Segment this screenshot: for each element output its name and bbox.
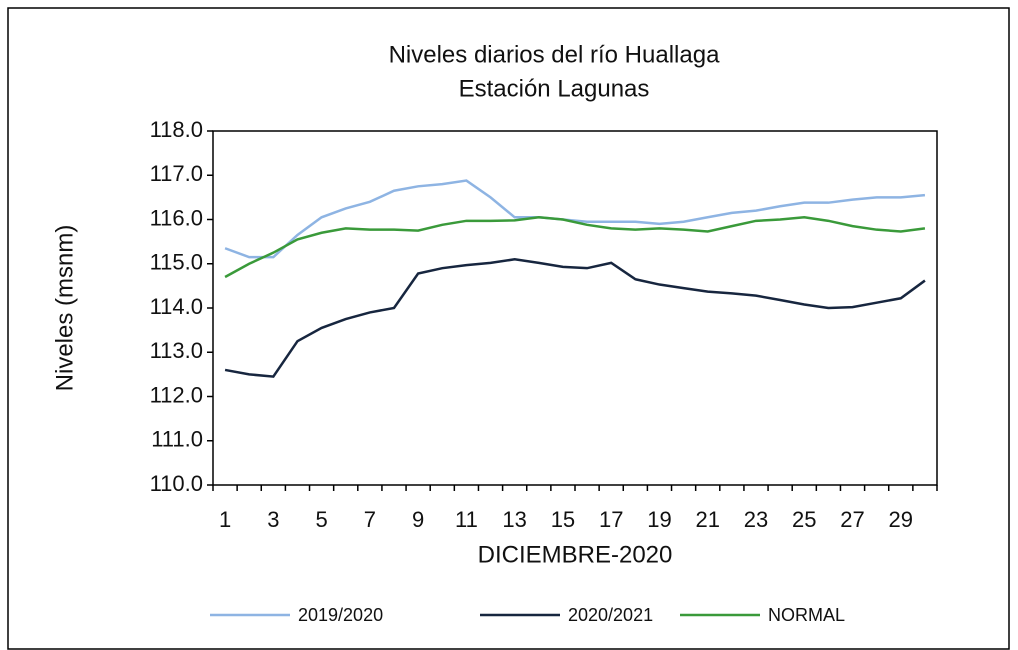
x-tick-label: 11 — [455, 507, 478, 532]
x-tick-label: 23 — [744, 507, 768, 532]
y-tick-label: 112.0 — [150, 382, 203, 407]
x-tick-label: 9 — [412, 507, 424, 532]
x-tick-label: 21 — [695, 507, 719, 532]
x-tick-label: 27 — [840, 507, 864, 532]
y-tick-label: 110.0 — [150, 471, 203, 496]
chart-subtitle: Estación Lagunas — [459, 75, 650, 102]
legend-label: NORMAL — [768, 605, 845, 625]
series-line — [224, 179, 926, 259]
x-tick-label: 5 — [315, 507, 327, 532]
y-tick-label: 115.0 — [150, 250, 203, 275]
series-line — [224, 216, 926, 279]
frame — [7, 7, 1010, 650]
x-tick-label: 25 — [792, 507, 816, 532]
x-tick-label: 13 — [502, 507, 526, 532]
y-tick-label: 116.0 — [150, 205, 203, 230]
y-tick-label: 117.0 — [150, 161, 203, 186]
x-tick-label: 17 — [599, 507, 623, 532]
y-axis-label: Niveles (msnm) — [51, 225, 78, 392]
y-tick-label: 118.0 — [150, 117, 203, 142]
x-tick-label: 15 — [551, 507, 575, 532]
legend-label: 2020/2021 — [568, 605, 653, 625]
legend-label: 2019/2020 — [298, 605, 383, 625]
x-tick-label: 3 — [267, 507, 279, 532]
y-tick-label: 111.0 — [151, 427, 203, 452]
series-line — [224, 258, 926, 378]
x-tick-label: 1 — [219, 507, 231, 532]
y-tick-label: 113.0 — [150, 338, 203, 363]
x-tick-label: 19 — [647, 507, 671, 532]
chart-title: Niveles diarios del río Huallaga — [389, 41, 720, 68]
x-tick-label: 29 — [889, 507, 913, 532]
x-tick-label: 7 — [364, 507, 376, 532]
x-axis-label: DICIEMBRE-2020 — [478, 541, 673, 568]
y-tick-label: 114.0 — [150, 294, 203, 319]
